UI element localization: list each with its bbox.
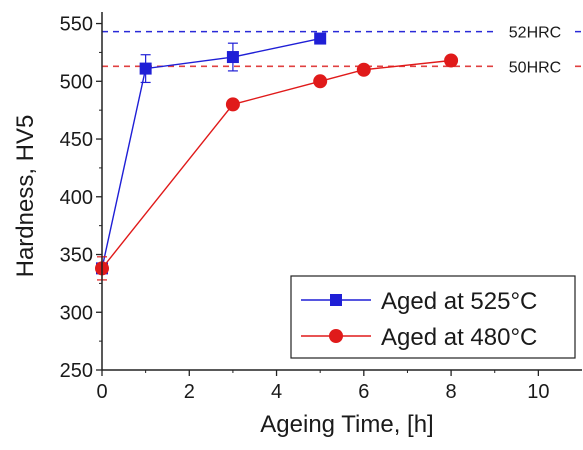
y-tick-label: 550 (60, 14, 93, 36)
x-tick-label: 4 (271, 381, 282, 403)
series-layer (95, 32, 459, 281)
reference-label-50hrc: 50HRC (509, 59, 561, 76)
x-tick-label: 6 (358, 381, 369, 403)
reference-label-52hrc: 52HRC (509, 25, 561, 42)
x-axis-label: Ageing Time, [h] (260, 411, 433, 438)
x-tick-label: 10 (527, 381, 549, 403)
reference-label-background (496, 55, 574, 78)
series-line-0 (101, 37, 321, 269)
data-point-circle (313, 74, 328, 89)
data-point-circle (444, 53, 459, 68)
x-tick-label: 8 (446, 381, 457, 403)
data-point-square (226, 51, 239, 64)
reference-lines-layer: 52HRC 50HRC (102, 20, 582, 78)
legend: Aged at 525°C Aged at 480°C (290, 275, 576, 359)
data-point-circle (356, 62, 371, 77)
y-tick-label: 450 (60, 129, 93, 151)
y-tick-label: 400 (60, 187, 93, 209)
data-point-circle (225, 97, 240, 112)
y-tick-label: 350 (60, 245, 93, 267)
reference-label-background (496, 20, 574, 43)
y-tick-label: 300 (60, 302, 93, 324)
y-tick-label: 250 (60, 360, 93, 382)
legend-label-1: Aged at 480°C (381, 324, 537, 351)
y-tick-label: 500 (60, 71, 93, 93)
data-point-square (314, 32, 327, 45)
axes-layer: 250 300 350 400 450 500 550 0 2 4 6 8 10 Ageing Time,… (12, 12, 582, 438)
legend-marker-square (330, 294, 342, 306)
y-axis-label: Hardness, HV5 (12, 115, 39, 278)
x-tick-label: 2 (184, 381, 195, 403)
legend-box (290, 275, 576, 359)
legend-label-0: Aged at 525°C (381, 288, 537, 315)
data-point-square (139, 62, 152, 75)
series-line-1 (101, 59, 452, 269)
legend-marker-circle (329, 329, 343, 343)
x-tick-label: 0 (96, 381, 107, 403)
